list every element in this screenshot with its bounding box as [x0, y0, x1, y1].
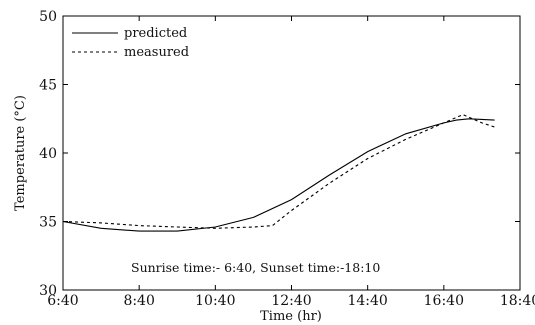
x-tick-label: 14:40 — [347, 293, 387, 309]
y-tick-label: 40 — [39, 146, 57, 162]
legend-measured-label: measured — [124, 45, 189, 60]
legend: predicted measured — [72, 26, 189, 60]
x-tick-label: 12:40 — [271, 293, 311, 309]
sunrise-sunset-annotation: Sunrise time:- 6:40, Sunset time:-18:10 — [131, 260, 380, 275]
y-tick-label: 50 — [39, 9, 57, 25]
x-tick-label: 6:40 — [47, 293, 78, 309]
x-tick-label: 16:40 — [424, 293, 464, 309]
x-tick-label: 10:40 — [195, 293, 235, 309]
x-tick-label: 18:40 — [500, 293, 535, 309]
series-line-predicted — [62, 118, 495, 232]
y-tick-label: 35 — [39, 215, 57, 231]
x-axis-label: Time (hr) — [260, 309, 322, 324]
x-tick-label: 8:40 — [123, 293, 154, 309]
y-axis-label: Temperature (°C) — [13, 95, 28, 211]
y-tick-label: 30 — [39, 283, 57, 299]
series-line-measured — [62, 114, 495, 229]
y-tick-label: 45 — [39, 78, 57, 94]
axis-tick-labels: 6:40 8:40 10:40 12:40 14:40 16:40 18:40 30 35 40 4… — [39, 9, 535, 309]
series-lines — [62, 114, 495, 232]
legend-predicted-label: predicted — [124, 26, 187, 41]
